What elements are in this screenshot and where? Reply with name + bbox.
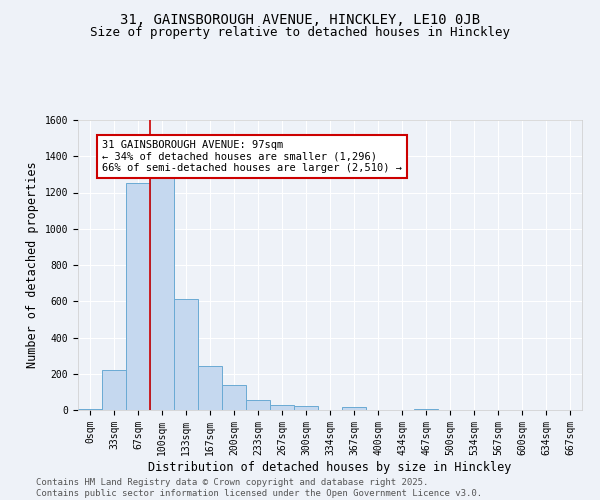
Bar bbox=[414, 408, 438, 410]
X-axis label: Distribution of detached houses by size in Hinckley: Distribution of detached houses by size … bbox=[148, 460, 512, 473]
Bar bbox=[150, 174, 174, 410]
Text: Size of property relative to detached houses in Hinckley: Size of property relative to detached ho… bbox=[90, 26, 510, 39]
Bar bbox=[174, 300, 198, 410]
Bar bbox=[294, 406, 318, 410]
Y-axis label: Number of detached properties: Number of detached properties bbox=[26, 162, 39, 368]
Bar bbox=[222, 384, 246, 410]
Bar bbox=[126, 184, 150, 410]
Bar bbox=[102, 370, 126, 410]
Text: 31, GAINSBOROUGH AVENUE, HINCKLEY, LE10 0JB: 31, GAINSBOROUGH AVENUE, HINCKLEY, LE10 … bbox=[120, 12, 480, 26]
Text: Contains HM Land Registry data © Crown copyright and database right 2025.
Contai: Contains HM Land Registry data © Crown c… bbox=[36, 478, 482, 498]
Bar bbox=[270, 404, 294, 410]
Text: 31 GAINSBOROUGH AVENUE: 97sqm
← 34% of detached houses are smaller (1,296)
66% o: 31 GAINSBOROUGH AVENUE: 97sqm ← 34% of d… bbox=[102, 140, 402, 173]
Bar bbox=[342, 408, 366, 410]
Bar bbox=[246, 400, 270, 410]
Bar bbox=[198, 366, 222, 410]
Bar bbox=[78, 408, 102, 410]
